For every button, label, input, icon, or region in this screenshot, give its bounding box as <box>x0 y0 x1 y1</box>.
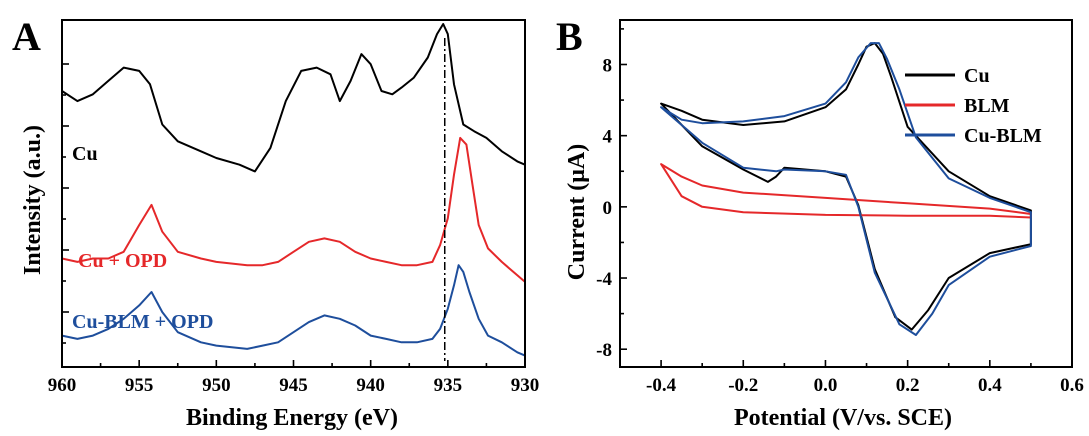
panel-b-legend-label: Cu-BLM <box>964 125 1042 147</box>
panel-b-legend-label: Cu <box>964 65 990 87</box>
panel-a: A Intensity (a.u.) Binding Energy (eV) 9… <box>12 14 539 431</box>
panel-b: B Current (μA) Potential (V/vs. SCE) -0.… <box>556 14 1084 431</box>
panel-a-xlabel: Binding Energy (eV) <box>186 405 398 431</box>
panel-b-legend-label: BLM <box>964 95 1010 117</box>
panel-a-series <box>61 23 526 357</box>
panel-a-series-labels: Cu Cu + OPD Cu-BLM + OPD <box>72 143 213 333</box>
panel-b-x-tick-label: 0.0 <box>814 375 838 396</box>
panel-a-series-label: Cu <box>72 143 98 165</box>
panel-b-y-tick-label: 0 <box>603 198 613 219</box>
panel-b-letter: B <box>556 14 583 59</box>
panel-a-series-label: Cu-BLM + OPD <box>72 311 213 333</box>
panel-b-x-tick-label: -0.2 <box>728 375 758 396</box>
panel-b-xlabel: Potential (V/vs. SCE) <box>734 405 952 431</box>
panel-b-x-tick-label: -0.4 <box>646 375 677 396</box>
panel-a-ylabel: Intensity (a.u.) <box>20 125 46 275</box>
panel-b-ylabel: Current (μA) <box>564 144 590 280</box>
panel-a-series-label: Cu + OPD <box>78 250 167 272</box>
panel-a-x-tick-label: 935 <box>434 375 463 396</box>
panel-b-x-tick-label: 0.4 <box>978 375 1002 396</box>
panel-b-y-tick-label: 4 <box>603 127 613 148</box>
panel-a-x-tick-label: 960 <box>48 375 77 396</box>
panel-b-y-tick-label: 8 <box>603 55 613 76</box>
panel-a-plot-frame <box>61 19 526 368</box>
panel-b-legend: Cu BLM Cu-BLM <box>905 65 1042 147</box>
panel-a-ticks: 960 955 950 945 940 935 930 <box>48 63 540 396</box>
panel-b-ticks: -0.4 -0.2 0.0 0.2 0.4 0.6 -8 -4 0 4 8 <box>596 28 1084 396</box>
panel-b-y-tick-label: -8 <box>596 340 612 361</box>
panel-a-series-line <box>61 136 526 283</box>
panel-a-x-tick-label: 945 <box>279 375 308 396</box>
panel-a-x-tick-label: 930 <box>511 375 540 396</box>
panel-b-y-tick-label: -4 <box>596 269 612 290</box>
panel-a-x-tick-label: 955 <box>125 375 154 396</box>
panel-a-series-line <box>61 264 526 357</box>
panel-b-series <box>660 42 1032 336</box>
panel-a-series-line <box>61 23 526 173</box>
panel-a-letter: A <box>12 14 41 59</box>
panel-b-series-line <box>660 42 1032 336</box>
panel-b-plot-frame <box>619 19 1073 368</box>
panel-b-x-tick-label: 0.6 <box>1060 375 1084 396</box>
panel-a-x-tick-label: 950 <box>202 375 231 396</box>
panel-a-x-tick-label: 940 <box>356 375 385 396</box>
panel-b-x-tick-label: 0.2 <box>896 375 920 396</box>
